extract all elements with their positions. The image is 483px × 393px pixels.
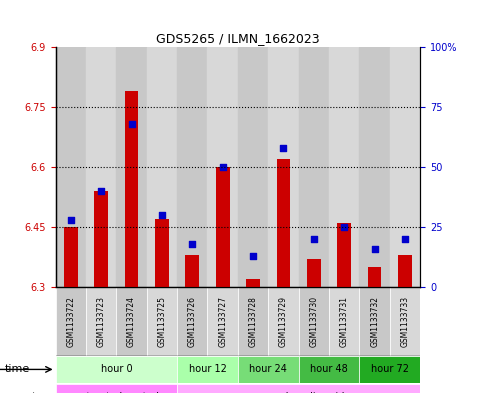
Bar xyxy=(116,47,147,287)
Bar xyxy=(398,255,412,287)
Bar xyxy=(155,219,169,287)
Point xyxy=(401,236,409,242)
Bar xyxy=(390,287,420,356)
Bar xyxy=(329,287,359,356)
Bar xyxy=(177,384,420,393)
Point xyxy=(67,217,74,223)
Bar xyxy=(238,356,298,383)
Bar xyxy=(329,47,359,287)
Bar xyxy=(368,267,382,287)
Bar xyxy=(56,287,86,356)
Text: GSM1133725: GSM1133725 xyxy=(157,296,167,347)
Text: GSM1133733: GSM1133733 xyxy=(400,296,410,347)
Bar xyxy=(94,191,108,287)
Title: GDS5265 / ILMN_1662023: GDS5265 / ILMN_1662023 xyxy=(156,31,320,44)
Bar xyxy=(298,356,359,383)
Bar xyxy=(268,47,298,287)
Text: GSM1133731: GSM1133731 xyxy=(340,296,349,347)
Point xyxy=(128,121,135,127)
Bar xyxy=(268,287,298,356)
Bar xyxy=(177,287,208,356)
Bar xyxy=(208,47,238,287)
Text: mycophenolic acid: mycophenolic acid xyxy=(253,392,344,393)
Bar xyxy=(307,259,321,287)
Bar xyxy=(56,356,177,383)
Bar xyxy=(86,47,116,287)
Text: GSM1133726: GSM1133726 xyxy=(188,296,197,347)
Bar xyxy=(390,47,420,287)
Bar xyxy=(56,47,86,287)
Bar xyxy=(338,223,351,287)
Bar xyxy=(298,287,329,356)
Bar xyxy=(298,47,329,287)
Text: GSM1133730: GSM1133730 xyxy=(309,296,318,347)
Text: time: time xyxy=(5,364,30,375)
Bar xyxy=(64,227,78,287)
Point xyxy=(97,188,105,194)
Bar xyxy=(177,356,238,383)
Bar xyxy=(216,167,229,287)
Bar xyxy=(56,384,177,393)
Point xyxy=(219,164,227,170)
Bar xyxy=(147,47,177,287)
Bar xyxy=(359,287,390,356)
Bar xyxy=(116,287,147,356)
Bar xyxy=(125,91,138,287)
Text: agent: agent xyxy=(5,392,37,393)
Bar xyxy=(177,47,208,287)
Point xyxy=(249,253,257,259)
Text: GSM1133724: GSM1133724 xyxy=(127,296,136,347)
Text: hour 12: hour 12 xyxy=(188,364,227,375)
Text: GSM1133732: GSM1133732 xyxy=(370,296,379,347)
Text: GSM1133722: GSM1133722 xyxy=(66,296,75,347)
Bar xyxy=(246,279,260,287)
Bar xyxy=(86,287,116,356)
Text: GSM1133729: GSM1133729 xyxy=(279,296,288,347)
Text: hour 0: hour 0 xyxy=(100,364,132,375)
Text: hour 72: hour 72 xyxy=(371,364,409,375)
Point xyxy=(310,236,318,242)
Bar xyxy=(238,287,268,356)
Text: GSM1133723: GSM1133723 xyxy=(97,296,106,347)
Text: hour 48: hour 48 xyxy=(310,364,348,375)
Text: untreated control: untreated control xyxy=(74,392,159,393)
Bar xyxy=(147,287,177,356)
Text: GSM1133727: GSM1133727 xyxy=(218,296,227,347)
Point xyxy=(371,245,379,252)
Bar xyxy=(359,356,420,383)
Point xyxy=(280,145,287,151)
Bar xyxy=(208,287,238,356)
Bar xyxy=(277,159,290,287)
Point xyxy=(341,224,348,230)
Bar xyxy=(238,47,268,287)
Text: hour 24: hour 24 xyxy=(249,364,287,375)
Text: GSM1133728: GSM1133728 xyxy=(249,296,257,347)
Point xyxy=(188,241,196,247)
Point xyxy=(158,212,166,218)
Bar xyxy=(359,47,390,287)
Bar xyxy=(185,255,199,287)
